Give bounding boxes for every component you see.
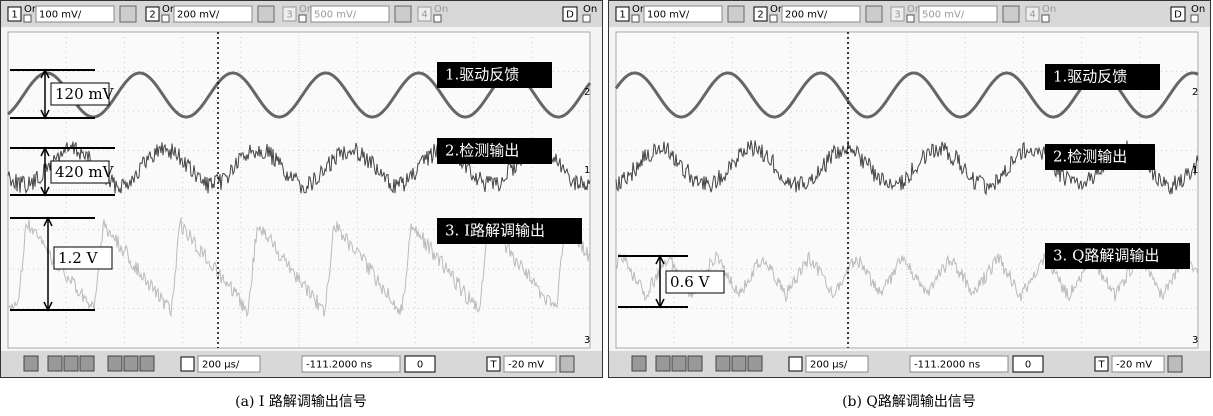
- channel-number: 3: [286, 10, 292, 21]
- toolbar-icon: [672, 356, 686, 371]
- channel-scale: 500 mV/: [922, 10, 965, 21]
- coupling-icon: [866, 6, 882, 22]
- channel-checkbox: [1042, 15, 1049, 22]
- delay: -111.2000 ns: [914, 360, 980, 371]
- trace-label: 2.检测输出: [445, 142, 519, 160]
- trigger: T: [489, 360, 497, 371]
- trace-label: 3. I路解调输出: [445, 222, 545, 240]
- timebase-icon: [789, 357, 802, 371]
- channel-marker: 2: [584, 87, 590, 98]
- toolbar-icon: [48, 356, 62, 371]
- channel-checkbox: [299, 15, 306, 22]
- toolbar-icon: [632, 356, 646, 371]
- channel-scale: 500 mV/: [314, 10, 357, 21]
- trigger-level: -20 mV: [1116, 360, 1152, 371]
- channel-checkbox: [632, 15, 639, 22]
- scope-panel: 1On100 mV/2On200 mV/3On500 mV/4OnDOn1.驱动…: [609, 1, 1211, 411]
- timebase-icon: [181, 357, 194, 371]
- channel-number: 4: [421, 10, 427, 21]
- toolbar-icon: [124, 356, 138, 371]
- coupling-icon: [728, 6, 744, 22]
- channel-number: 2: [149, 10, 155, 21]
- channel-number: 1: [11, 10, 17, 21]
- digital-checkbox: [583, 15, 590, 22]
- toolbar-icon: [108, 356, 122, 371]
- measure-label: 0.6 V: [670, 273, 711, 291]
- toolbar-icon: [80, 356, 94, 371]
- caption: (a) I 路解调输出信号: [235, 394, 367, 410]
- channel-state: On: [434, 4, 448, 15]
- channel-scale: 200 mV/: [785, 10, 828, 21]
- trace-label: 1.驱动反馈: [445, 66, 519, 84]
- channel-marker: 1: [584, 165, 590, 176]
- trace-label: 1.驱动反馈: [1053, 68, 1127, 86]
- digital-state: On: [1191, 4, 1205, 15]
- trigger: T: [1097, 360, 1105, 371]
- channel-scale: 100 mV/: [647, 10, 690, 21]
- digital-label: D: [566, 10, 574, 21]
- step: 0: [417, 360, 423, 371]
- measure-label: 120 mV: [55, 85, 115, 103]
- coupling-icon: [1003, 6, 1019, 22]
- trigger-spinner: [560, 356, 574, 372]
- timebase: 200 µs/: [202, 360, 240, 371]
- caption: (b) Q路解调输出信号: [842, 394, 976, 410]
- coupling-icon: [258, 6, 274, 22]
- channel-checkbox: [907, 15, 914, 22]
- digital-label: D: [1174, 10, 1182, 21]
- digital-state: On: [583, 4, 597, 15]
- channel-scale: 200 mV/: [177, 10, 220, 21]
- toolbar-icon: [732, 356, 746, 371]
- channel-marker: 2: [1192, 87, 1198, 98]
- toolbar-icon: [656, 356, 670, 371]
- trigger-level: -20 mV: [508, 360, 544, 371]
- channel-number: 4: [1029, 10, 1035, 21]
- channel-marker: 1: [1192, 165, 1198, 176]
- toolbar-icon: [716, 356, 730, 371]
- channel-number: 2: [757, 10, 763, 21]
- toolbar-icon: [748, 356, 762, 371]
- digital-checkbox: [1191, 15, 1198, 22]
- timebase: 200 µs/: [810, 360, 848, 371]
- measure-label: 1.2 V: [58, 249, 99, 267]
- channel-scale: 100 mV/: [39, 10, 82, 21]
- step: 0: [1025, 360, 1031, 371]
- toolbar-icon: [64, 356, 78, 371]
- channel-state: On: [1042, 4, 1056, 15]
- trace-label: 3. Q路解调输出: [1053, 247, 1159, 265]
- channel-checkbox: [162, 15, 169, 22]
- channel-checkbox: [770, 15, 777, 22]
- measure-label: 420 mV: [55, 163, 115, 181]
- channel-marker: 3: [1192, 335, 1198, 346]
- channel-checkbox: [434, 15, 441, 22]
- coupling-icon: [120, 6, 136, 22]
- coupling-icon: [395, 6, 411, 22]
- toolbar-icon: [140, 356, 154, 371]
- trace-label: 2.检测输出: [1053, 148, 1127, 166]
- channel-marker: 3: [584, 335, 590, 346]
- channel-number: 3: [894, 10, 900, 21]
- channel-number: 1: [619, 10, 625, 21]
- delay: -111.2000 ns: [306, 360, 372, 371]
- toolbar-icon: [688, 356, 702, 371]
- toolbar-icon: [24, 356, 38, 371]
- trigger-spinner: [1168, 356, 1182, 372]
- channel-checkbox: [24, 15, 31, 22]
- figure: 1On100 mV/2On200 mV/3On500 mV/4OnDOn1.驱动…: [0, 0, 1213, 416]
